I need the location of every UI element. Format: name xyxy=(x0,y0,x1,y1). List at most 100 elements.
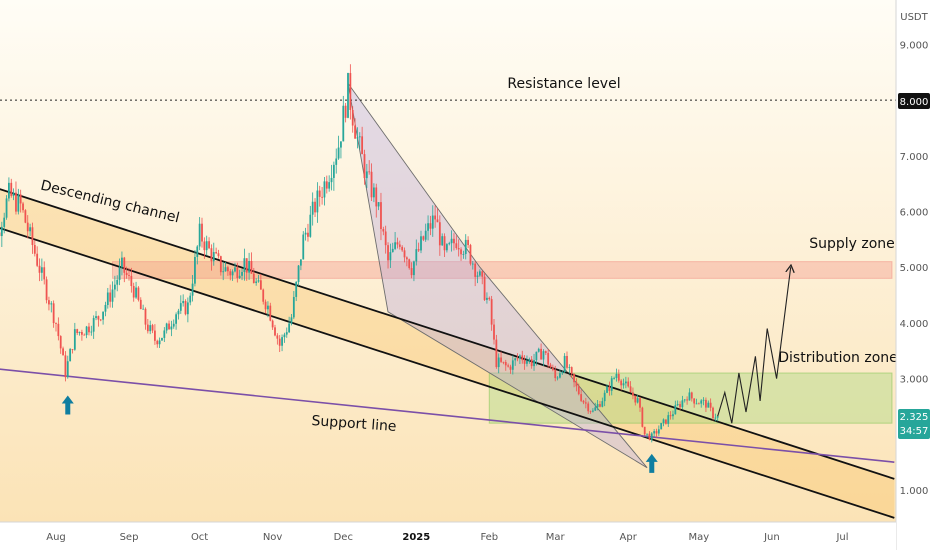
candle-body xyxy=(596,404,599,408)
candle xyxy=(125,266,128,279)
candle xyxy=(172,319,175,329)
x-tick-label: Jun xyxy=(763,532,780,543)
candle xyxy=(158,337,161,348)
candle-body xyxy=(556,377,559,379)
candle-body xyxy=(274,327,276,336)
candle-body xyxy=(408,259,411,269)
candle-body xyxy=(283,334,286,338)
candle xyxy=(679,401,681,410)
candle-body xyxy=(229,271,232,276)
candle-body xyxy=(686,399,688,401)
candle xyxy=(208,237,210,250)
candle-body xyxy=(573,373,575,383)
candle xyxy=(424,223,427,242)
candle-body xyxy=(90,331,93,333)
candle-body xyxy=(55,323,57,324)
candle-body xyxy=(702,399,705,401)
candle-body xyxy=(474,263,477,277)
candle-body xyxy=(514,358,517,361)
candle xyxy=(26,215,29,239)
candle xyxy=(398,240,401,250)
countdown-text: 34:57 xyxy=(900,426,929,437)
candle xyxy=(488,296,491,301)
candle xyxy=(420,230,422,254)
candle xyxy=(384,225,387,254)
candle-body xyxy=(111,289,114,302)
candle xyxy=(248,252,250,280)
candle xyxy=(297,264,300,286)
candle xyxy=(354,118,356,139)
candle-body xyxy=(262,289,265,302)
candle-body xyxy=(450,238,453,244)
candle-body xyxy=(422,236,425,240)
candle xyxy=(43,261,46,285)
candle xyxy=(264,299,267,314)
candle xyxy=(702,397,705,406)
candle xyxy=(198,217,201,251)
lines-layer xyxy=(0,99,896,519)
candle xyxy=(358,132,361,150)
candle xyxy=(413,260,415,282)
candle xyxy=(356,127,359,149)
candle xyxy=(615,368,618,382)
candle-body xyxy=(688,392,691,401)
candle-body xyxy=(78,331,81,334)
candle xyxy=(688,388,691,401)
candle-body xyxy=(116,279,119,285)
candle-body xyxy=(471,263,474,265)
candle-body xyxy=(189,295,192,303)
price-scale[interactable] xyxy=(896,0,932,550)
candle xyxy=(8,177,10,202)
candle-body xyxy=(121,257,123,268)
x-tick-label: Jul xyxy=(835,532,848,543)
candle xyxy=(639,397,641,412)
candle xyxy=(5,195,8,220)
candle-body xyxy=(457,248,460,250)
candle xyxy=(365,163,368,189)
distribution-zone xyxy=(488,372,893,424)
candle-body xyxy=(224,267,227,272)
candle xyxy=(410,262,413,279)
candle-body xyxy=(31,227,34,246)
candle-body xyxy=(85,326,88,336)
candle-body xyxy=(356,137,359,139)
candle xyxy=(580,389,583,403)
candle xyxy=(542,349,545,367)
candle xyxy=(116,275,119,292)
candle xyxy=(340,141,342,159)
candle-body xyxy=(278,338,281,346)
candle xyxy=(695,398,698,405)
candle-body xyxy=(502,361,505,363)
candle-body xyxy=(613,377,615,379)
candle xyxy=(29,223,31,237)
time-scale[interactable] xyxy=(0,522,896,550)
candle xyxy=(613,376,615,380)
candle xyxy=(330,164,333,191)
candle xyxy=(274,324,276,337)
candle-body xyxy=(69,349,72,362)
candle xyxy=(161,337,163,341)
candle-body xyxy=(208,241,210,249)
candle-body xyxy=(448,243,451,245)
candle-body xyxy=(17,194,20,212)
candle-body xyxy=(707,402,710,408)
candle-body xyxy=(373,187,375,198)
candle-body xyxy=(219,256,222,273)
candle-body xyxy=(667,415,670,424)
candle xyxy=(592,408,594,413)
candle xyxy=(676,400,679,407)
candle-body xyxy=(234,267,236,272)
candle-body xyxy=(281,337,283,346)
candle-body xyxy=(460,249,462,255)
candle-body xyxy=(615,373,618,378)
candle xyxy=(109,284,112,308)
candle xyxy=(304,227,307,241)
y-tick-label: 5.000 xyxy=(900,263,929,274)
candle-body xyxy=(580,394,583,401)
candle-body xyxy=(490,299,493,325)
candle xyxy=(121,251,123,276)
x-tick-label: Mar xyxy=(546,532,566,543)
candle-body xyxy=(198,223,201,247)
candle-body xyxy=(523,360,526,364)
candle xyxy=(81,329,83,341)
